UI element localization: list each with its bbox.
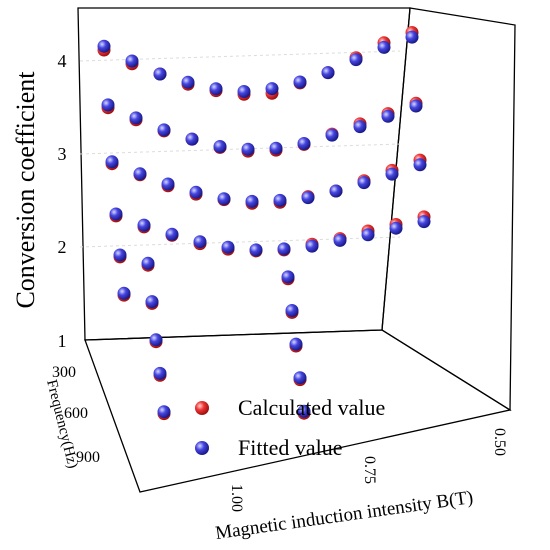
fitted-point [145, 295, 159, 309]
fitted-point [285, 304, 299, 317]
fitted-point [377, 40, 391, 54]
x-axis-label: Magnetic induction intensity B(T) [214, 487, 475, 544]
legend-marker-calculated [195, 401, 209, 415]
fitted-point [241, 142, 255, 156]
fitted-point [221, 240, 235, 254]
fitted-point [405, 30, 419, 44]
fitted-point [353, 120, 367, 134]
fitted-point [149, 333, 163, 347]
fitted-point [361, 228, 375, 242]
fitted-point [181, 75, 195, 89]
fitted-point [417, 215, 431, 229]
x-tick-label: 1.00 [228, 484, 245, 512]
fitted-point [385, 167, 399, 181]
fitted-point [213, 140, 227, 153]
fitted-point [97, 39, 111, 53]
grid-line [79, 50, 401, 62]
y-tick-label: 300 [52, 364, 76, 381]
fitted-point [409, 99, 423, 113]
fitted-point [357, 176, 371, 190]
y-axis-label: Frequency(Hz) [43, 378, 80, 470]
z-tick-labels: 1 2 3 4 [58, 51, 67, 351]
fitted-point [325, 128, 339, 142]
fitted-point [109, 207, 123, 221]
fitted-point [389, 221, 403, 235]
z-tick-label: 4 [58, 51, 67, 71]
fitted-point [189, 185, 203, 199]
x-tick-label: 0.75 [361, 456, 378, 484]
fitted-point [141, 256, 155, 270]
fitted-point [125, 54, 139, 68]
fitted-point [333, 233, 347, 247]
fitted-point [101, 98, 115, 112]
fitted-point [293, 75, 307, 89]
x-tick-label: 0.50 [491, 428, 508, 456]
fitted-point [105, 155, 119, 169]
fitted-point [273, 193, 287, 207]
fitted-point [185, 132, 199, 146]
fitted-point [193, 235, 207, 249]
fitted-point [289, 337, 303, 351]
fitted-point [157, 405, 171, 419]
fitted-point [277, 242, 291, 256]
legend-label-fitted: Fitted value [238, 435, 342, 460]
fitted-point [413, 158, 427, 172]
fitted-point [129, 111, 143, 125]
z-tick-label: 3 [58, 144, 67, 164]
fitted-point [153, 67, 167, 81]
data-points [97, 26, 431, 421]
y-tick-label: 900 [76, 449, 100, 466]
grid-line [79, 143, 401, 155]
fitted-point [153, 366, 167, 380]
right-wall [381, 7, 516, 412]
fitted-point [269, 141, 283, 155]
legend-label-calculated: Calculated value [238, 395, 385, 420]
grid-line [79, 236, 401, 248]
fitted-point [165, 227, 179, 241]
fitted-point [349, 53, 363, 67]
fitted-point [293, 371, 307, 385]
legend: Calculated value Fitted value [195, 395, 385, 460]
fitted-point [249, 243, 263, 257]
fitted-point [265, 82, 279, 96]
fitted-point [381, 109, 395, 123]
y-tick-label: 600 [64, 405, 88, 422]
z-tick-label: 1 [58, 331, 67, 351]
x-tick-labels: 1.00 0.75 0.50 [228, 428, 508, 512]
fitted-point [281, 270, 295, 284]
z-tick-label: 2 [58, 237, 67, 257]
fitted-point [297, 404, 311, 418]
fitted-point [209, 82, 223, 96]
fitted-point [137, 218, 151, 232]
fitted-point [113, 248, 127, 262]
fitted-point [157, 123, 171, 137]
legend-marker-fitted [195, 441, 209, 455]
fitted-point [161, 177, 175, 191]
z-axis-label: Conversion coefficient [11, 71, 40, 309]
fitted-point [133, 167, 147, 181]
fitted-point [329, 184, 343, 198]
fitted-point [301, 191, 315, 205]
fitted-point [237, 85, 251, 98]
fitted-point [217, 192, 231, 206]
fitted-point [117, 286, 131, 300]
fitted-point [245, 194, 259, 208]
fitted-point [297, 137, 311, 150]
fitted-point [321, 66, 335, 80]
floor [84, 329, 512, 493]
fitted-point [305, 239, 319, 253]
y-tick-labels: 300 600 900 [52, 364, 100, 466]
grid-lines [79, 50, 401, 248]
